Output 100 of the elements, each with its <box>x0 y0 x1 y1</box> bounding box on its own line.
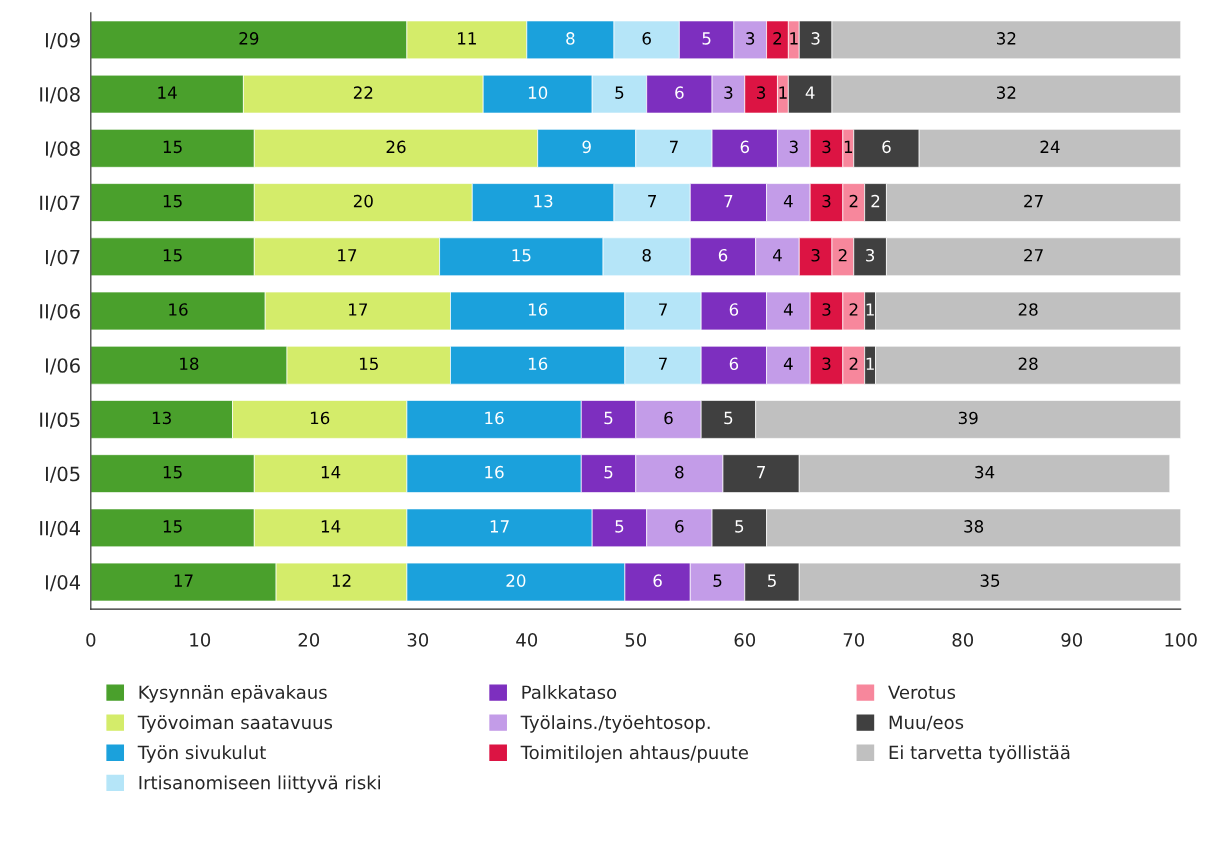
data-label: 15 <box>163 520 182 533</box>
data-label: 6 <box>675 86 684 99</box>
data-label: 7 <box>757 466 765 479</box>
data-label: 34 <box>975 465 995 479</box>
data-label: 7 <box>659 303 667 316</box>
data-label: 6 <box>642 32 651 45</box>
data-label: 2 <box>849 303 858 316</box>
legend-label: Työn sivukulut <box>137 745 266 763</box>
data-label: 14 <box>321 466 341 479</box>
data-label: 29 <box>239 32 259 45</box>
data-label: 28 <box>1018 357 1038 371</box>
data-label: 38 <box>964 520 984 533</box>
data-label: 26 <box>386 140 406 154</box>
y-tick-label: II/05 <box>40 412 80 429</box>
data-label: 3 <box>822 303 831 316</box>
data-label: 35 <box>980 574 1000 587</box>
data-label: 1 <box>790 32 798 45</box>
x-tick-label: 40 <box>516 633 538 647</box>
data-label: 3 <box>822 194 831 208</box>
data-label: 32 <box>997 86 1016 99</box>
data-label: 3 <box>811 32 820 45</box>
x-tick-label: 0 <box>86 633 96 647</box>
legend-label: Työvoiman saatavuus <box>137 715 333 733</box>
data-label: 15 <box>163 194 182 208</box>
x-tick-label: 30 <box>407 633 429 647</box>
legend-label: Ei tarvetta työllistää <box>889 745 1070 763</box>
data-label: 10 <box>528 86 548 99</box>
data-label: 5 <box>702 32 711 45</box>
data-label: 14 <box>158 86 177 99</box>
data-label: 17 <box>338 249 357 262</box>
data-label: 8 <box>566 32 575 45</box>
data-label: 3 <box>822 140 831 154</box>
data-label: 7 <box>724 194 733 208</box>
data-label: 2 <box>849 194 858 208</box>
data-label: 5 <box>604 411 613 425</box>
x-tick-label: 20 <box>298 633 320 647</box>
data-label: 1 <box>866 357 874 370</box>
data-label: 15 <box>512 249 531 262</box>
data-label: 5 <box>615 86 624 99</box>
data-label: 4 <box>772 249 782 262</box>
data-label: 7 <box>669 140 678 153</box>
data-label: 8 <box>642 248 651 262</box>
data-label: 6 <box>882 140 891 154</box>
data-label: 3 <box>789 140 798 154</box>
data-label: 3 <box>724 86 733 99</box>
data-label: 6 <box>729 303 739 316</box>
data-label: 3 <box>811 248 820 262</box>
data-label: 6 <box>664 411 673 425</box>
data-label: 5 <box>713 574 722 587</box>
legend-label: Palkkataso <box>522 685 617 700</box>
data-label: 22 <box>353 86 373 99</box>
y-tick-label: II/04 <box>40 520 81 538</box>
data-label: 5 <box>615 520 624 533</box>
x-tick-label: 90 <box>1061 633 1083 647</box>
y-tick-label: II/07 <box>40 195 80 212</box>
data-label: 1 <box>844 140 853 153</box>
y-tick-label: I/04 <box>45 575 81 592</box>
data-label: 27 <box>1024 248 1043 262</box>
legend-label: Työlains./työehtosop. <box>520 715 710 733</box>
data-label: 2 <box>871 194 880 208</box>
x-tick-label: 50 <box>625 633 647 647</box>
y-tick-label: I/08 <box>45 141 80 158</box>
x-tick-label: 70 <box>843 633 865 647</box>
data-label: 24 <box>1040 140 1060 153</box>
data-label: 8 <box>675 465 684 479</box>
legend-label: Muu/eos <box>889 715 964 731</box>
data-label: 5 <box>724 411 733 425</box>
data-label: 1 <box>779 86 787 99</box>
data-label: 6 <box>740 140 750 154</box>
data-label: 17 <box>349 303 368 316</box>
y-tick-label: I/06 <box>45 358 80 375</box>
data-label: 14 <box>321 520 341 533</box>
data-label: 6 <box>653 574 662 587</box>
data-label: 16 <box>169 303 188 316</box>
data-label: 17 <box>174 574 193 587</box>
data-label: 15 <box>163 249 182 262</box>
x-tick-label: 100 <box>1165 633 1197 647</box>
data-label: 4 <box>783 357 793 370</box>
data-label: 6 <box>729 357 739 371</box>
data-label: 32 <box>997 32 1016 45</box>
data-label: 15 <box>163 466 182 479</box>
y-tick-label: I/09 <box>45 32 80 50</box>
data-label: 15 <box>359 357 378 371</box>
data-label: 17 <box>490 520 509 533</box>
data-label: 13 <box>534 194 553 208</box>
data-label: 2 <box>838 248 847 262</box>
data-label: 6 <box>718 248 728 262</box>
data-label: 5 <box>768 574 776 587</box>
data-label: 5 <box>604 466 613 479</box>
data-label: 16 <box>528 303 548 316</box>
data-label: 2 <box>773 32 782 45</box>
x-tick-label: 80 <box>952 633 974 647</box>
x-tick-label: 60 <box>734 633 756 647</box>
data-label: 5 <box>735 520 744 533</box>
data-label: 13 <box>152 411 171 425</box>
data-label: 7 <box>648 194 656 208</box>
data-label: 20 <box>353 194 373 208</box>
data-label: 16 <box>310 411 330 425</box>
data-label: 15 <box>163 140 182 154</box>
data-label: 9 <box>582 140 591 154</box>
